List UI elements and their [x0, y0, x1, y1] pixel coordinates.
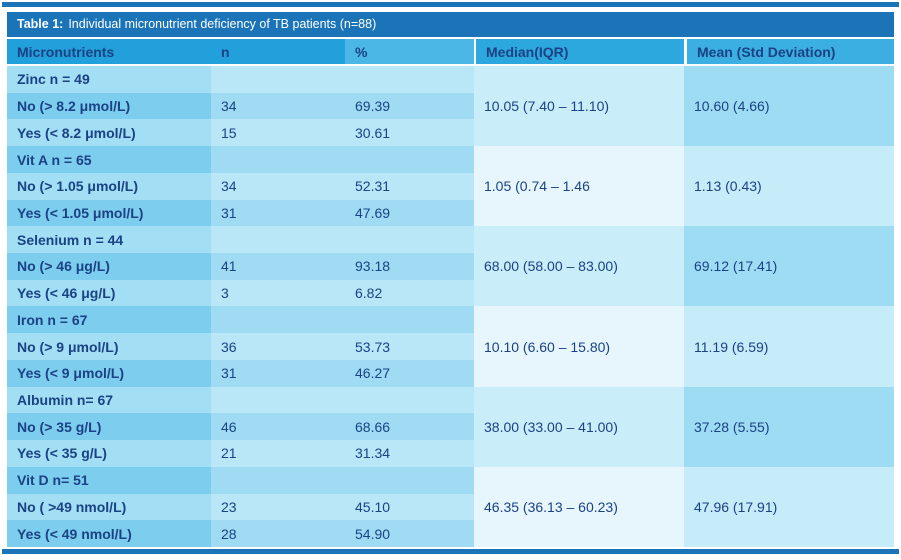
group-header-row: Vit D n= 51 46.35 (36.13 – 60.23) 47.96 …	[7, 466, 894, 547]
group-header-row: Selenium n = 44 68.00 (58.00 – 83.00) 69…	[7, 226, 894, 307]
cell-mean: 37.28 (5.55)	[684, 386, 894, 467]
cell-n: 31	[211, 199, 345, 227]
cell-pct-empty	[345, 146, 474, 173]
data-row: No (> 9 μmol/L) 36 53.73	[7, 333, 894, 360]
cell-n: 31	[211, 359, 345, 387]
col-header-n: n	[211, 39, 345, 66]
cell-label: No (> 8.2 μmol/L)	[7, 92, 211, 120]
cell-label: Yes (< 8.2 μmol/L)	[7, 119, 211, 147]
table-title-label: Table 1:	[17, 17, 64, 31]
cell-pct-empty	[345, 66, 474, 93]
cell-pct-empty	[345, 466, 474, 494]
cell-label: No (> 9 μmol/L)	[7, 333, 211, 360]
cell-label: Yes (< 1.05 μmol/L)	[7, 199, 211, 227]
cell-median: 38.00 (33.00 – 41.00)	[474, 386, 684, 467]
cell-median: 68.00 (58.00 – 83.00)	[474, 226, 684, 307]
cell-n: 34	[211, 92, 345, 120]
cell-median: 1.05 (0.74 – 1.46	[474, 146, 684, 227]
data-row: No ( >49 nmol/L) 23 45.10	[7, 493, 894, 521]
bottom-accent-bar	[2, 548, 899, 554]
data-row: No (> 46 μg/L) 41 93.18	[7, 253, 894, 280]
cell-pct: 54.90	[345, 520, 474, 547]
cell-label: No (> 35 g/L)	[7, 413, 211, 441]
cell-label: Yes (< 49 nmol/L)	[7, 520, 211, 547]
group-header-row: Albumin n= 67 38.00 (33.00 – 41.00) 37.2…	[7, 386, 894, 467]
table-title: Table 1: Individual micronutrient deficie…	[7, 12, 894, 37]
cell-n: 46	[211, 413, 345, 441]
cell-n: 21	[211, 440, 345, 467]
data-row: Yes (< 49 nmol/L) 28 54.90	[7, 520, 894, 547]
cell-pct: 53.73	[345, 333, 474, 360]
cell-pct: 69.39	[345, 92, 474, 120]
cell-n-empty	[211, 306, 345, 334]
data-row: Yes (< 8.2 μmol/L) 15 30.61	[7, 119, 894, 147]
cell-label: No (> 1.05 μmol/L)	[7, 172, 211, 200]
group-header-row: Vit A n = 65 1.05 (0.74 – 1.46 1.13 (0.4…	[7, 146, 894, 227]
col-header-percent: %	[345, 39, 474, 66]
cell-group-label: Selenium n = 44	[7, 226, 211, 254]
cell-pct: 47.69	[345, 199, 474, 227]
cell-n: 34	[211, 172, 345, 200]
data-row: Yes (< 1.05 μmol/L) 31 47.69	[7, 199, 894, 227]
header-row: Micronutrients n % Median(IQR) Mean (Std…	[7, 39, 894, 66]
cell-group-label: Vit D n= 51	[7, 466, 211, 494]
cell-mean: 47.96 (17.91)	[684, 466, 894, 547]
cell-group-label: Vit A n = 65	[7, 146, 211, 173]
cell-pct: 68.66	[345, 413, 474, 441]
cell-pct: 93.18	[345, 253, 474, 280]
cell-median: 46.35 (36.13 – 60.23)	[474, 466, 684, 547]
group-header-row: Iron n = 67 10.10 (6.60 – 15.80) 11.19 (…	[7, 306, 894, 387]
cell-pct-empty	[345, 386, 474, 414]
cell-mean: 1.13 (0.43)	[684, 146, 894, 227]
col-header-median: Median(IQR)	[474, 39, 684, 66]
cell-pct: 46.27	[345, 359, 474, 387]
cell-n-empty	[211, 66, 345, 93]
cell-median: 10.05 (7.40 – 11.10)	[474, 66, 684, 147]
cell-n: 3	[211, 279, 345, 307]
cell-pct: 30.61	[345, 119, 474, 147]
cell-n-empty	[211, 226, 345, 254]
cell-label: Yes (< 35 g/L)	[7, 440, 211, 467]
cell-label: No ( >49 nmol/L)	[7, 493, 211, 521]
cell-pct: 45.10	[345, 493, 474, 521]
col-header-micronutrients: Micronutrients	[7, 39, 211, 66]
cell-n: 36	[211, 333, 345, 360]
cell-n-empty	[211, 386, 345, 414]
cell-pct: 31.34	[345, 440, 474, 467]
cell-group-label: Zinc n = 49	[7, 66, 211, 93]
cell-n: 23	[211, 493, 345, 521]
data-row: No (> 35 g/L) 46 68.66	[7, 413, 894, 441]
table-title-text: Individual micronutrient deficiency of T…	[68, 17, 377, 31]
cell-mean: 69.12 (17.41)	[684, 226, 894, 307]
cell-label: Yes (< 46 μg/L)	[7, 279, 211, 307]
cell-pct-empty	[345, 226, 474, 254]
data-row: Yes (< 9 μmol/L) 31 46.27	[7, 359, 894, 387]
cell-n: 15	[211, 119, 345, 147]
data-row: Yes (< 46 μg/L) 3 6.82	[7, 279, 894, 307]
data-row: No (> 8.2 μmol/L) 34 69.39	[7, 92, 894, 120]
cell-median: 10.10 (6.60 – 15.80)	[474, 306, 684, 387]
col-header-mean: Mean (Std Deviation)	[684, 39, 894, 66]
cell-label: Yes (< 9 μmol/L)	[7, 359, 211, 387]
cell-n-empty	[211, 146, 345, 173]
group-header-row: Zinc n = 49 10.05 (7.40 – 11.10) 10.60 (…	[7, 66, 894, 147]
micronutrient-table: Micronutrients n % Median(IQR) Mean (Std…	[7, 39, 894, 547]
cell-label: No (> 46 μg/L)	[7, 253, 211, 280]
cell-mean: 10.60 (4.66)	[684, 66, 894, 147]
cell-n-empty	[211, 466, 345, 494]
cell-pct: 52.31	[345, 172, 474, 200]
cell-n: 41	[211, 253, 345, 280]
cell-pct-empty	[345, 306, 474, 334]
cell-group-label: Iron n = 67	[7, 306, 211, 334]
data-row: No (> 1.05 μmol/L) 34 52.31	[7, 172, 894, 200]
cell-pct: 6.82	[345, 279, 474, 307]
top-accent-bar	[2, 2, 899, 7]
cell-group-label: Albumin n= 67	[7, 386, 211, 414]
cell-mean: 11.19 (6.59)	[684, 306, 894, 387]
data-row: Yes (< 35 g/L) 21 31.34	[7, 440, 894, 467]
cell-n: 28	[211, 520, 345, 547]
